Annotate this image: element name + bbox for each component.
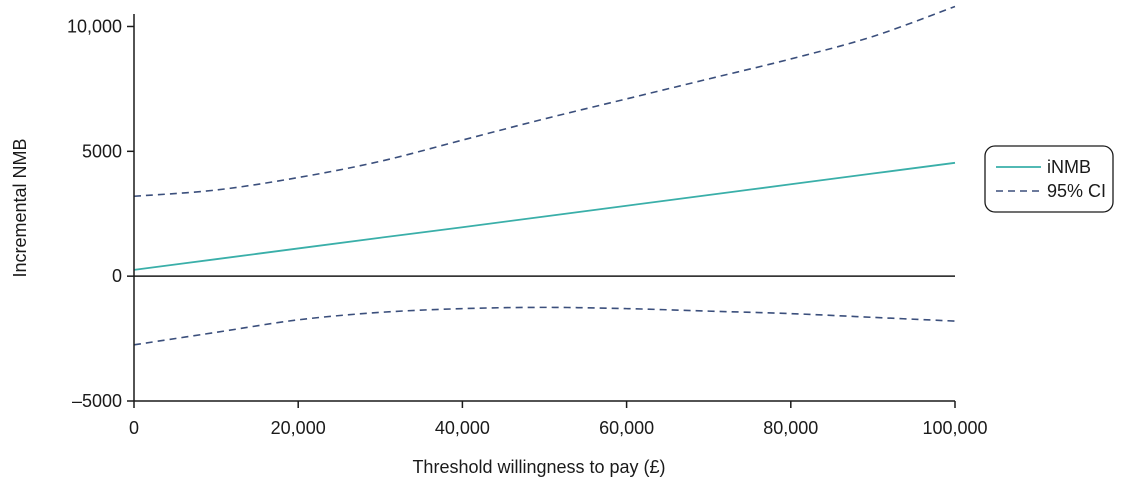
y-tick-label: –5000 xyxy=(72,391,122,411)
series-line-inmb xyxy=(133,161,956,271)
legend-box xyxy=(984,145,1114,213)
x-tick-label: 60,000 xyxy=(599,418,654,438)
series-layer xyxy=(133,5,956,346)
x-tick-label: 40,000 xyxy=(435,418,490,438)
series-line-95-ci-upper xyxy=(133,5,956,198)
series-line-95-ci-lower xyxy=(133,306,956,346)
x-tick-label: 100,000 xyxy=(922,418,987,438)
legend: iNMB 95% CI xyxy=(984,145,1114,213)
y-tick-label: 0 xyxy=(112,266,122,286)
legend-label-inmb: iNMB xyxy=(1047,157,1091,177)
y-axis-title: Incremental NMB xyxy=(10,138,30,277)
x-tick-label: 0 xyxy=(129,418,139,438)
x-tick-label: 20,000 xyxy=(271,418,326,438)
axes-layer xyxy=(133,14,955,402)
x-tick-label: 80,000 xyxy=(763,418,818,438)
y-tick-label: 5000 xyxy=(82,141,122,161)
legend-label-ci: 95% CI xyxy=(1047,181,1106,201)
y-tick-label: 10,000 xyxy=(67,16,122,36)
ticks-layer: 0 20,000 40,000 60,000 80,000 100,000 –5000 0 50… xyxy=(67,16,988,438)
x-axis-title: Threshold willingness to pay (£) xyxy=(412,457,665,477)
